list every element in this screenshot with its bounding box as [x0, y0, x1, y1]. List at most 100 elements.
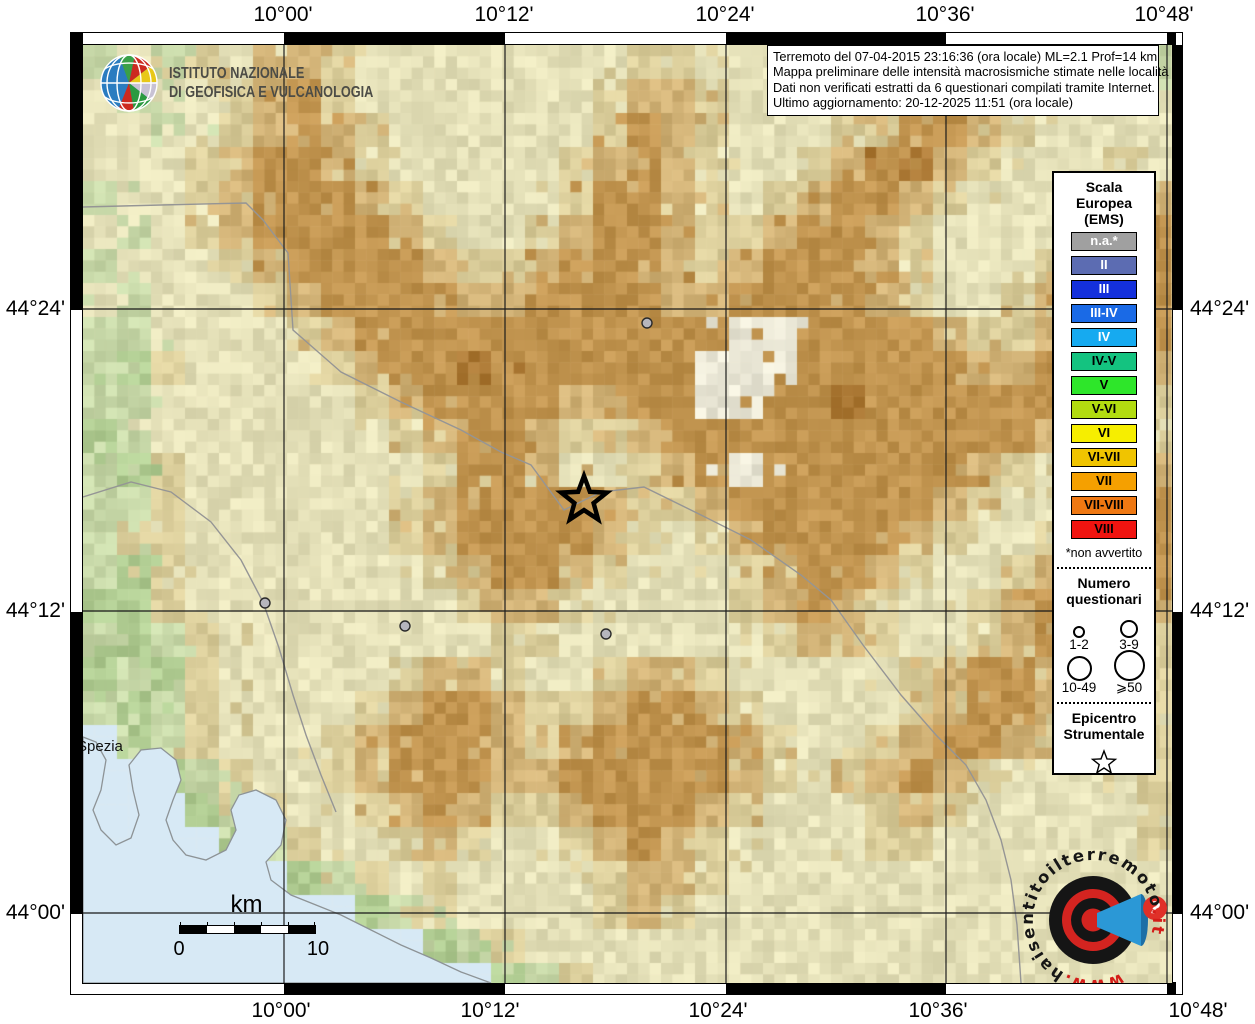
scalebar-tick	[180, 922, 181, 926]
frame-band-segment	[946, 982, 1167, 994]
axis-label: 44°12'	[5, 599, 65, 622]
ems-level-chip: IV-V	[1071, 352, 1137, 371]
ems-level-chip: IV	[1071, 328, 1137, 347]
axis-label: 44°00'	[5, 901, 65, 924]
axis-label: 44°24'	[1190, 297, 1250, 320]
ems-level-chip: VII	[1071, 472, 1137, 491]
axis-label: 10°48'	[1134, 3, 1194, 26]
axis-label: 10°24'	[688, 999, 748, 1022]
questionnaire-size-item: 10-49	[1054, 654, 1104, 695]
axis-label: 10°12'	[460, 999, 520, 1022]
map-frame: ISTITUTO NAZIONALE DI GEOFISICA E VULCAN…	[70, 32, 1183, 995]
scalebar-segment	[207, 926, 234, 933]
scalebar-segment	[261, 926, 288, 933]
size-circle-icon	[1113, 650, 1145, 681]
scalebar-start: 0	[173, 938, 185, 960]
axis-label: 10°00'	[253, 3, 313, 26]
size-circle-icon	[1066, 656, 1092, 681]
frame-band-segment	[1176, 33, 1182, 45]
ems-scale: n.a.* II III III-IV IV IV-V V V-VI VI VI-VII VII VI…	[1054, 232, 1154, 539]
ems-level-chip: III	[1071, 280, 1137, 299]
frame-band-segment	[726, 33, 946, 45]
legend-divider	[1057, 567, 1151, 569]
ems-level-chip: VII-VIII	[1071, 496, 1137, 515]
map-overlay	[83, 45, 1172, 983]
ems-level-chip: n.a.*	[1071, 232, 1137, 251]
frame-band-left	[71, 45, 83, 982]
info-line-3: Dati non verificati estratti da 6 questi…	[773, 79, 1155, 95]
frame-corner	[71, 33, 83, 45]
axis-label: 10°48'	[1168, 999, 1228, 1022]
axis-label: 44°24'	[5, 297, 65, 320]
info-line-2: Mappa preliminare delle intensità macros…	[773, 64, 1169, 80]
epicenter-star	[555, 469, 613, 525]
info-line-4: Ultimo aggiornamento: 20-12-2025 11:51 (…	[773, 95, 1073, 111]
frame-band-segment	[1170, 310, 1182, 612]
frame-band-segment	[71, 914, 83, 982]
questionnaire-size-item: ⩾50	[1104, 650, 1154, 695]
sea-polygon	[83, 736, 492, 983]
axis-label: 44°00'	[1190, 901, 1250, 924]
axis-label: 10°36'	[915, 3, 975, 26]
frame-band-segment	[1167, 982, 1176, 994]
epicenter-title: Epicentro Strumentale	[1063, 710, 1145, 742]
earthquake-info-box: Terremoto del 07-04-2015 23:16:36 (ora l…	[767, 45, 1169, 116]
frame-band-segment	[946, 33, 1167, 45]
axis-label: 44°12'	[1190, 599, 1250, 622]
frame-band-segment	[1176, 982, 1182, 994]
frame-band-segment	[284, 33, 505, 45]
scalebar-numbers: 0 10	[173, 934, 339, 960]
admin-boundary	[83, 481, 337, 813]
legend-footnote: *non avvertito	[1065, 546, 1143, 560]
scalebar-bar	[179, 922, 316, 934]
logo-megaphone-icon	[1097, 894, 1141, 946]
frame-band-segment	[71, 33, 284, 45]
questionnaire-sizes: 1-2 3-9 10-49 ⩾50	[1054, 611, 1154, 695]
scalebar-tick	[288, 922, 289, 926]
ingv-globe-icon	[100, 54, 158, 112]
questionnaires-title: Numero questionari	[1066, 575, 1142, 607]
frame-band-segment	[1167, 33, 1176, 45]
scalebar-tick	[234, 922, 235, 926]
frame-band-bottom	[71, 982, 1182, 994]
questionnaire-size-item: 1-2	[1054, 611, 1104, 652]
ems-level-chip: V	[1071, 376, 1137, 395]
ems-level-chip: V-VI	[1071, 400, 1137, 419]
scalebar-segment	[234, 926, 261, 933]
ingv-name: ISTITUTO NAZIONALE DI GEOFISICA E VULCAN…	[169, 65, 374, 101]
frame-band-segment	[1170, 612, 1182, 914]
questionnaire-size-item: 3-9	[1104, 611, 1154, 652]
epicenter-star-icon	[1054, 748, 1154, 781]
map-area: ISTITUTO NAZIONALE DI GEOFISICA E VULCAN…	[82, 44, 1173, 984]
questionnaire-marker	[399, 620, 411, 632]
questionnaire-marker	[600, 628, 612, 640]
ems-level-chip: VIII	[1071, 520, 1137, 539]
frame-band-segment	[71, 310, 83, 612]
legend-divider-2	[1057, 702, 1151, 704]
size-circle-icon	[1120, 620, 1138, 638]
axis-label: 10°12'	[474, 3, 534, 26]
frame-band-segment	[726, 982, 946, 994]
place-label-spezia: Spezia	[83, 738, 123, 755]
frame-band-top	[71, 33, 1182, 45]
frame-band-segment	[505, 982, 726, 994]
axis-label: 10°24'	[695, 3, 755, 26]
scalebar-tick	[207, 922, 208, 926]
ems-level-chip: III-IV	[1071, 304, 1137, 323]
ems-level-chip: VI	[1071, 424, 1137, 443]
scalebar-unit: km	[230, 891, 263, 918]
legend-panel: Scala Europea (EMS) n.a.* II III III-IV IV IV…	[1052, 171, 1156, 775]
frame-band-right	[1170, 45, 1182, 982]
size-circle-icon	[1073, 626, 1085, 638]
scalebar-end: 10	[306, 938, 330, 960]
ems-level-chip: II	[1071, 256, 1137, 275]
frame-band-segment	[1170, 45, 1182, 310]
scalebar-tick	[261, 922, 262, 926]
logo-question-badge	[1143, 896, 1167, 920]
admin-boundary	[83, 202, 1022, 983]
axis-label: 10°00'	[251, 999, 311, 1022]
frame-band-segment	[71, 45, 83, 310]
axis-label: 10°36'	[908, 999, 968, 1022]
ems-level-chip: VI-VII	[1071, 448, 1137, 467]
